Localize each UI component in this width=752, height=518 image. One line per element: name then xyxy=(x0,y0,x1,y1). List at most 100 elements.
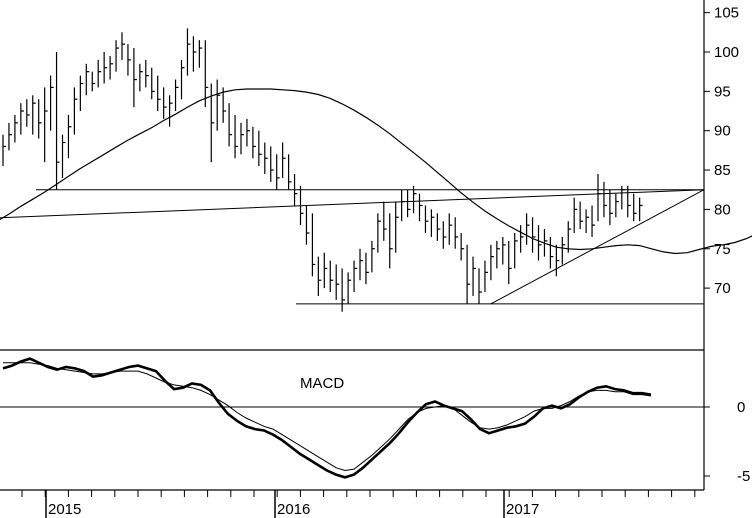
price-bar xyxy=(418,193,423,222)
price-bar xyxy=(442,221,447,249)
svg-text:2016: 2016 xyxy=(277,501,310,518)
price-bar xyxy=(341,268,346,312)
price-bar xyxy=(282,142,286,178)
price-bar xyxy=(395,201,399,253)
price-bar xyxy=(2,134,6,167)
price-bar xyxy=(61,134,66,178)
price-bar xyxy=(472,256,477,296)
price-bar xyxy=(163,87,167,119)
price-bar xyxy=(180,59,185,100)
price-panel xyxy=(0,28,752,312)
price-bar xyxy=(383,201,387,241)
price-bar xyxy=(335,264,340,300)
price-bar xyxy=(151,67,155,100)
price-bar xyxy=(246,118,250,147)
svg-text:90: 90 xyxy=(714,123,731,140)
price-bar xyxy=(121,32,125,60)
price-bar xyxy=(73,87,78,135)
price-bar xyxy=(496,240,500,269)
price-bar xyxy=(561,236,566,265)
trendline-2 xyxy=(490,189,705,305)
svg-text:105: 105 xyxy=(714,5,739,22)
price-bar xyxy=(520,225,524,253)
price-bar xyxy=(270,146,274,182)
svg-text:80: 80 xyxy=(714,201,731,218)
price-axis-ticks: 70 75 80 85 90 95 100 105 xyxy=(704,5,739,297)
price-bar xyxy=(365,252,369,285)
price-bar xyxy=(174,79,179,112)
macd-panel: MACD xyxy=(0,357,704,479)
price-bar xyxy=(603,181,607,218)
price-tick: 70 xyxy=(704,280,731,297)
price-bar xyxy=(585,209,590,234)
trendline-1 xyxy=(0,189,705,219)
price-bar xyxy=(353,260,358,293)
price-bar xyxy=(14,114,18,143)
price-bar xyxy=(448,213,453,245)
price-bar xyxy=(26,99,30,127)
price-bar xyxy=(609,189,613,226)
price-bar xyxy=(311,213,316,277)
price-bar xyxy=(591,205,596,237)
price-bar xyxy=(484,260,488,293)
price-bar xyxy=(407,189,411,218)
signal-line xyxy=(3,362,652,472)
price-tick: 80 xyxy=(704,201,731,218)
price-bar xyxy=(573,197,578,234)
price-bar xyxy=(115,40,120,72)
price-bar xyxy=(252,126,256,159)
price-bar xyxy=(145,59,149,88)
price-bars xyxy=(2,28,643,312)
price-bar xyxy=(133,48,137,108)
price-bar xyxy=(549,236,554,269)
price-bar xyxy=(359,248,363,281)
price-bar xyxy=(228,103,233,147)
price-bar xyxy=(198,40,203,68)
price-bar xyxy=(264,142,268,174)
macd-axis-ticks: 0 -5 xyxy=(704,399,750,485)
price-bar xyxy=(478,268,482,304)
price-bar xyxy=(555,244,560,277)
price-bar xyxy=(91,71,96,92)
price-bar xyxy=(567,221,572,253)
price-bar xyxy=(389,213,393,269)
year-tick: 2017 xyxy=(503,490,539,518)
price-bar xyxy=(627,185,631,218)
chart-frame xyxy=(0,0,705,491)
price-bar xyxy=(192,36,197,72)
price-bar xyxy=(412,185,417,214)
price-bar xyxy=(639,197,643,222)
price-bar xyxy=(204,40,209,108)
price-bar xyxy=(38,99,42,139)
price-bar xyxy=(186,28,191,76)
price-bar xyxy=(377,213,381,253)
macd-label: MACD xyxy=(300,375,344,392)
price-bar xyxy=(169,95,173,127)
price-bar xyxy=(633,193,637,222)
price-bar xyxy=(85,63,90,96)
price-bar xyxy=(20,103,24,135)
macd-tick: 0 xyxy=(704,399,745,416)
price-bar xyxy=(537,225,542,261)
price-bar xyxy=(454,217,459,249)
price-bar xyxy=(97,59,102,88)
price-bar xyxy=(288,154,292,190)
price-bar xyxy=(514,233,518,269)
macd-tick: -5 xyxy=(704,468,750,485)
price-bar xyxy=(466,244,471,304)
svg-text:85: 85 xyxy=(714,162,731,179)
price-tick: 100 xyxy=(704,44,739,61)
price-bar xyxy=(44,87,48,163)
svg-text:75: 75 xyxy=(714,241,731,258)
price-tick: 105 xyxy=(704,5,739,22)
price-bar xyxy=(139,63,143,92)
price-bar xyxy=(329,260,334,293)
svg-text:0: 0 xyxy=(737,399,745,416)
svg-text:70: 70 xyxy=(714,280,731,297)
price-bar xyxy=(317,256,322,296)
svg-text:-5: -5 xyxy=(737,468,750,485)
price-bar xyxy=(508,240,512,285)
price-bar xyxy=(615,193,619,218)
price-bar xyxy=(460,233,465,261)
support-trend-lines xyxy=(0,189,705,305)
